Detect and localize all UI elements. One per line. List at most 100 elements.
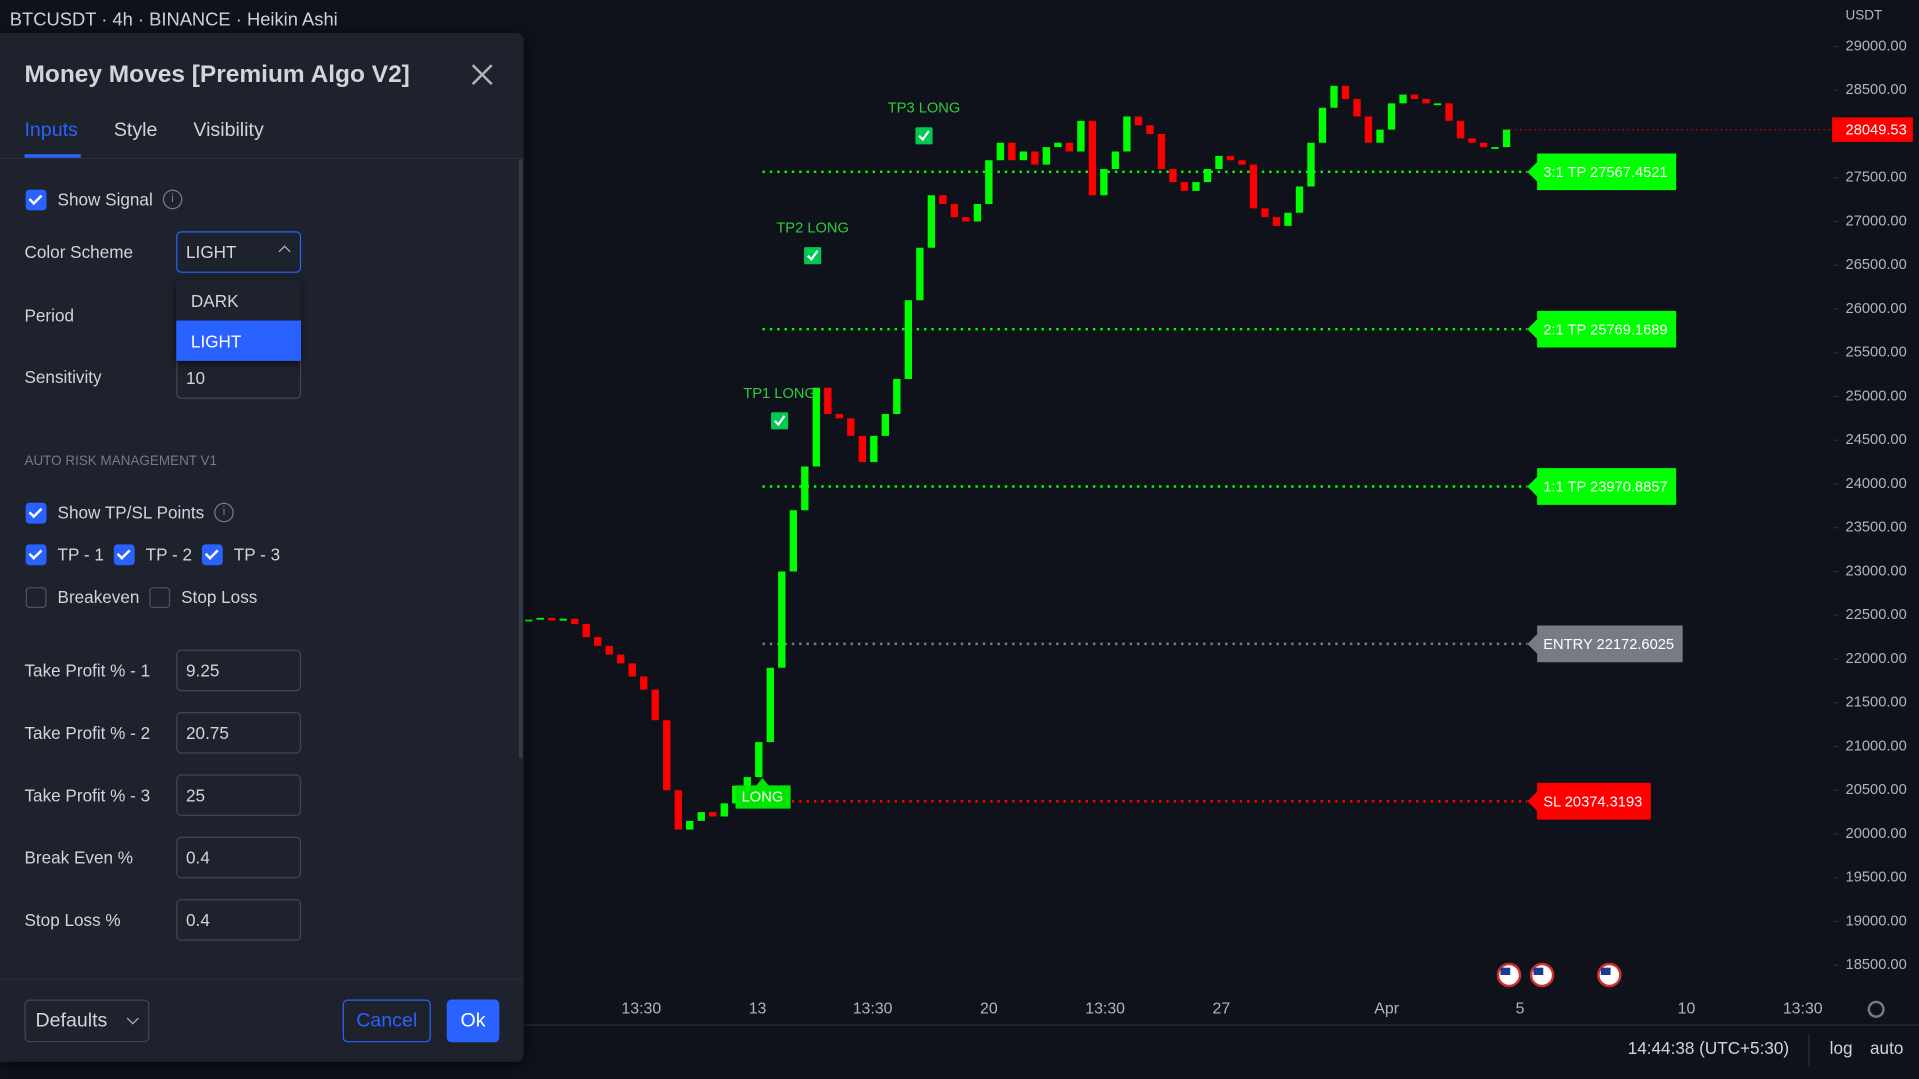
checkbox[interactable] (25, 502, 47, 524)
candle (1307, 142, 1315, 187)
input[interactable]: 20.75 (176, 711, 302, 754)
signal-label: TP1 LONG (743, 386, 816, 402)
input[interactable]: 0.4 (176, 899, 302, 941)
candle (1146, 125, 1154, 134)
candle (1410, 94, 1419, 99)
tab[interactable]: Inputs (24, 119, 78, 141)
candle (1088, 120, 1097, 196)
candle (617, 654, 625, 664)
level-box (1527, 782, 1651, 820)
candle (720, 803, 728, 817)
separator (0, 157, 524, 160)
y-tick-label: 21000.00 (1846, 738, 1907, 754)
level-box (1527, 625, 1683, 663)
level-text: 2:1 TP 25769.1689 (1543, 322, 1667, 338)
candle (1318, 107, 1327, 143)
option-highlight[interactable]: LIGHT (176, 320, 302, 361)
label: Take Profit % - 2 (24, 723, 151, 743)
label: Sensitivity (24, 367, 102, 387)
candle (628, 663, 636, 677)
label: TP - 1 (57, 544, 104, 564)
candle (709, 812, 717, 817)
x-tick-label: 5 (1516, 1000, 1525, 1017)
input-value: 9.25 (186, 660, 220, 681)
y-tick-label: 26500.00 (1846, 257, 1907, 273)
level-text: ENTRY 22172.6025 (1543, 637, 1674, 653)
level-label: 1:1 TP 23970.8857 (1527, 468, 1677, 505)
candle (1180, 182, 1189, 191)
candle (536, 617, 544, 620)
level-label: 2:1 TP 25769.1689 (1527, 310, 1677, 348)
settings-icon[interactable] (1867, 1000, 1885, 1018)
scrollbar[interactable] (518, 159, 523, 759)
candle (1226, 155, 1235, 161)
y-tick-label: 25500.00 (1846, 345, 1907, 361)
candle (1341, 85, 1350, 99)
candle (801, 466, 809, 511)
cancel-button[interactable]: Cancel (342, 999, 431, 1043)
checkbox[interactable] (201, 544, 223, 566)
candle (812, 387, 820, 467)
candle (1123, 116, 1131, 152)
checkbox[interactable] (25, 189, 47, 211)
signal-box (735, 778, 791, 809)
defaults-button[interactable]: Defaults (24, 999, 150, 1043)
check-icon (915, 127, 933, 145)
tab[interactable]: Visibility (193, 119, 264, 141)
ok-button[interactable]: Ok (446, 999, 500, 1043)
level-text: SL 20374.3193 (1543, 794, 1642, 810)
scale-mode[interactable]: auto (1870, 1038, 1903, 1058)
signal-label: TP2 LONG (776, 221, 849, 237)
candle (640, 676, 648, 690)
currency[interactable]: USDT (1846, 7, 1883, 22)
clock: 14:44:38 (UTC+5:30) (1628, 1038, 1789, 1058)
x-tick-label: 13:30 (621, 1000, 661, 1017)
info-icon[interactable]: i (214, 502, 234, 523)
x-tick-label: 13 (749, 1000, 767, 1017)
candle (663, 720, 671, 791)
y-tick-label: 23500.00 (1846, 520, 1907, 536)
close-button[interactable] (471, 64, 493, 86)
input[interactable]: 10 (176, 357, 302, 399)
candle (582, 623, 590, 638)
y-tick-label: 20500.00 (1846, 782, 1907, 798)
input[interactable]: 0.4 (176, 836, 302, 879)
candle (1284, 212, 1292, 226)
option[interactable]: DARK (190, 291, 239, 311)
candle (1203, 168, 1212, 183)
level-label: ENTRY 22172.6025 (1527, 625, 1683, 663)
input-value: 0.4 (186, 847, 210, 868)
candle (1100, 168, 1108, 196)
y-tick-label: 28500.00 (1846, 82, 1907, 98)
candle (697, 812, 705, 821)
y-tick-label: 19500.00 (1846, 870, 1907, 886)
level-box (1527, 468, 1677, 505)
option[interactable]: LIGHT (190, 331, 242, 352)
info-icon[interactable]: i (162, 189, 183, 210)
y-tick-label: 22000.00 (1846, 651, 1907, 667)
input[interactable]: 9.25 (176, 649, 302, 692)
candle (858, 435, 866, 463)
tab[interactable]: Style (113, 119, 158, 141)
scale-mode[interactable]: log (1830, 1038, 1853, 1058)
candle (1054, 142, 1062, 148)
candle (881, 413, 890, 436)
checkbox[interactable] (149, 587, 171, 609)
label: Take Profit % - 3 (24, 785, 151, 805)
candle (789, 510, 797, 572)
candle (985, 160, 993, 204)
x-tick-label: 10 (1678, 1000, 1696, 1017)
x-tick-label: Apr (1374, 1000, 1399, 1017)
select[interactable]: LIGHT (176, 231, 302, 273)
checkbox[interactable] (113, 544, 135, 566)
checkbox[interactable] (25, 544, 47, 566)
candle (559, 618, 567, 621)
label: Color Scheme (24, 242, 134, 262)
candle (1433, 103, 1442, 106)
candle (651, 689, 659, 721)
settings-dialog: Money Moves [Premium Algo V2] Inputs Sty… (0, 33, 524, 1062)
level-label: SL 20374.3193 (1527, 782, 1651, 820)
input[interactable]: 25 (176, 774, 302, 816)
checkbox[interactable] (25, 587, 47, 609)
